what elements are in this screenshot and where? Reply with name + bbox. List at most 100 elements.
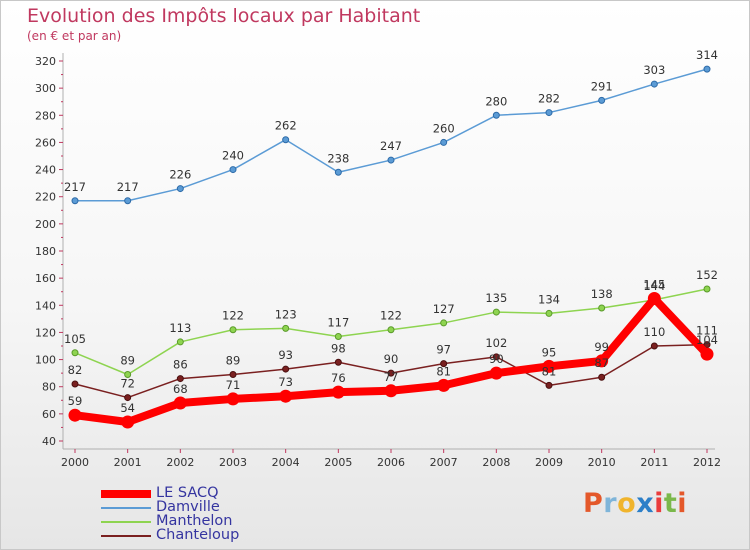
data-label-manthelon: 135 bbox=[485, 291, 507, 305]
data-label-manthelon: 122 bbox=[222, 309, 244, 323]
y-tick-label: 140 bbox=[35, 299, 56, 312]
data-label-manthelon: 117 bbox=[327, 316, 349, 330]
data-label-le-sacq: 73 bbox=[278, 375, 293, 389]
data-label-damville: 240 bbox=[222, 149, 244, 163]
data-label-manthelon: 105 bbox=[64, 332, 86, 346]
data-label-manthelon: 138 bbox=[591, 287, 613, 301]
data-point-damville bbox=[598, 96, 606, 104]
data-point-manthelon bbox=[229, 326, 237, 334]
data-point-damville bbox=[71, 197, 79, 205]
data-point-damville bbox=[650, 80, 658, 88]
data-point-le-sacq bbox=[279, 389, 293, 403]
x-tick-label: 2009 bbox=[535, 456, 563, 469]
legend-swatch-damville bbox=[101, 507, 151, 509]
data-label-manthelon: 127 bbox=[433, 302, 455, 316]
data-point-damville bbox=[334, 168, 342, 176]
data-label-chanteloup: 81 bbox=[542, 364, 557, 378]
data-label-manthelon: 122 bbox=[380, 309, 402, 323]
x-tick-label: 2000 bbox=[61, 456, 89, 469]
data-label-damville: 260 bbox=[433, 121, 455, 135]
x-tick-label: 2012 bbox=[693, 456, 721, 469]
data-label-damville: 217 bbox=[64, 180, 86, 194]
y-tick-label: 100 bbox=[35, 354, 56, 367]
y-tick-label: 40 bbox=[42, 435, 56, 448]
data-point-damville bbox=[124, 197, 132, 205]
data-label-chanteloup: 86 bbox=[173, 358, 188, 372]
data-point-chanteloup bbox=[282, 365, 290, 373]
data-point-manthelon bbox=[71, 349, 79, 357]
y-tick-label: 60 bbox=[42, 408, 56, 421]
data-point-damville bbox=[440, 138, 448, 146]
data-point-manthelon bbox=[545, 309, 553, 317]
data-point-manthelon bbox=[440, 319, 448, 327]
proxiti-logo: Proxiti bbox=[583, 488, 687, 519]
logo-letter: t bbox=[663, 488, 678, 519]
legend-label-le-sacq: LE SACQ bbox=[156, 485, 219, 501]
data-label-damville: 282 bbox=[538, 92, 560, 106]
data-label-le-sacq: 90 bbox=[489, 352, 504, 366]
legend-label-damville: Damville bbox=[156, 499, 220, 515]
data-label-chanteloup: 87 bbox=[594, 356, 609, 370]
data-point-damville bbox=[176, 185, 184, 193]
data-point-chanteloup bbox=[440, 360, 448, 368]
data-label-le-sacq: 76 bbox=[331, 371, 346, 385]
logo-letter: i bbox=[677, 488, 688, 519]
data-point-le-sacq bbox=[595, 354, 609, 368]
data-label-damville: 247 bbox=[380, 139, 402, 153]
y-tick-label: 120 bbox=[35, 326, 56, 339]
x-tick-label: 2010 bbox=[588, 456, 616, 469]
logo-letter: r bbox=[603, 488, 618, 519]
legend-label-manthelon: Manthelon bbox=[156, 513, 233, 529]
data-label-le-sacq: 99 bbox=[594, 340, 609, 354]
chart-title: Evolution des Impôts locaux par Habitant bbox=[27, 5, 421, 27]
data-point-le-sacq bbox=[647, 292, 661, 305]
data-point-damville bbox=[492, 111, 500, 119]
data-label-chanteloup: 102 bbox=[485, 336, 507, 350]
data-point-chanteloup bbox=[545, 381, 553, 389]
data-point-manthelon bbox=[492, 308, 500, 316]
chart-series bbox=[68, 65, 714, 429]
x-tick-label: 2004 bbox=[272, 456, 300, 469]
data-label-damville: 280 bbox=[485, 94, 507, 108]
chart-axes: 40 60 80 100 120 140 160 180 200 220 240 260 280 300 3… bbox=[35, 53, 721, 469]
x-tick-label: 2006 bbox=[377, 456, 405, 469]
data-point-damville bbox=[703, 65, 711, 73]
data-label-damville: 291 bbox=[591, 79, 613, 93]
data-point-le-sacq bbox=[489, 366, 503, 380]
data-label-damville: 226 bbox=[169, 168, 191, 182]
x-tick-label: 2001 bbox=[114, 456, 142, 469]
data-label-le-sacq: 77 bbox=[384, 370, 399, 384]
logo-letter: P bbox=[583, 488, 604, 519]
data-point-damville bbox=[387, 156, 395, 164]
data-label-chanteloup: 82 bbox=[68, 363, 83, 377]
data-point-chanteloup bbox=[176, 375, 184, 383]
x-tick-label: 2011 bbox=[640, 456, 668, 469]
data-label-manthelon: 89 bbox=[120, 354, 135, 368]
y-tick-label: 280 bbox=[35, 109, 56, 122]
legend-label-chanteloup: Chanteloup bbox=[156, 527, 240, 543]
data-label-chanteloup: 110 bbox=[643, 325, 665, 339]
data-point-le-sacq bbox=[331, 385, 345, 399]
y-tick-label: 320 bbox=[35, 55, 56, 68]
data-point-chanteloup bbox=[334, 358, 342, 366]
data-point-manthelon bbox=[176, 338, 184, 346]
data-label-le-sacq: 54 bbox=[120, 401, 135, 415]
y-tick-label: 220 bbox=[35, 191, 56, 204]
data-label-damville: 303 bbox=[643, 63, 665, 77]
data-point-le-sacq bbox=[384, 384, 398, 398]
data-point-damville bbox=[545, 109, 553, 117]
data-point-manthelon bbox=[598, 304, 606, 312]
data-label-chanteloup: 98 bbox=[331, 341, 346, 355]
data-point-damville bbox=[282, 136, 290, 144]
y-tick-label: 180 bbox=[35, 245, 56, 258]
legend-swatch-le-sacq bbox=[101, 490, 151, 498]
legend-swatch-manthelon bbox=[101, 521, 151, 523]
x-tick-label: 2005 bbox=[324, 456, 352, 469]
data-point-le-sacq bbox=[700, 347, 714, 361]
data-label-manthelon: 113 bbox=[169, 321, 191, 335]
data-label-damville: 217 bbox=[117, 180, 139, 194]
chart-data-labels: 217 217 226 240 262 238 247 260 280 282 291 303 314 1… bbox=[64, 48, 718, 415]
x-tick-label: 2008 bbox=[482, 456, 510, 469]
